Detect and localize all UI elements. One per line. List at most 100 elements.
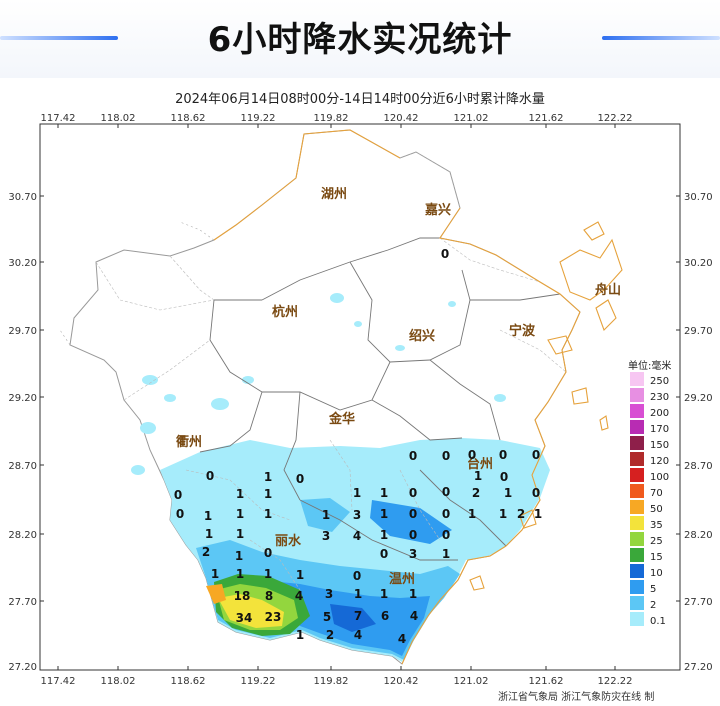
station-value: 23 [265,610,282,624]
legend-swatch [630,468,644,482]
legend-label: 15 [650,552,663,563]
station-value: 8 [265,589,273,603]
station-value: 3 [353,508,361,522]
x-tick-label: 119.82 [314,113,349,124]
y-tick-label: 30.20 [684,258,713,269]
station-value: 1 [236,487,244,501]
station-value: 1 [474,469,482,483]
station-value: 1 [499,507,507,521]
station-value: 0 [409,486,417,500]
city-label-taizhou: 台州 [467,456,493,472]
legend-swatch [630,612,644,626]
station-value: 18 [234,589,251,603]
city-label-shaoxing: 绍兴 [409,328,435,344]
city-label-hangzhou: 杭州 [272,304,298,320]
station-value: 1 [235,549,243,563]
station-value: 1 [264,507,272,521]
legend-label: 170 [650,424,669,435]
x-tick-label: 117.42 [41,113,76,124]
city-label-zhoushan: 舟山 [595,282,621,298]
y-tick-label: 27.20 [684,662,713,673]
y-tick-label: 29.20 [684,393,713,404]
rain-patches [131,293,506,475]
y-tick-label: 28.20 [684,530,713,541]
y-tick-label: 27.70 [8,597,37,608]
station-value: 1 [380,507,388,521]
x-tick-labels-bottom: 117.42 118.02 118.62 119.22 119.82 120.4… [41,676,633,687]
station-value: 0 [442,507,450,521]
station-value: 0 [442,449,450,463]
x-tick-label: 118.62 [171,113,206,124]
station-value: 0 [409,507,417,521]
station-value: 1 [204,509,212,523]
axis-ticks [40,124,680,670]
x-tick-label: 120.42 [384,676,419,687]
y-tick-label: 30.70 [8,192,37,203]
station-value: 1 [211,567,219,581]
legend-swatch [630,596,644,610]
legend-swatch [630,484,644,498]
y-tick-label: 30.70 [684,192,713,203]
rain-area-50mm [206,584,226,604]
legend-label: 10 [650,568,663,579]
station-value: 1 [353,486,361,500]
station-value: 0 [380,547,388,561]
x-tick-label: 117.42 [41,676,76,687]
station-value: 2 [472,486,480,500]
city-label-wenzhou: 温州 [389,572,415,587]
station-value: 5 [323,610,331,624]
station-value: 1 [380,528,388,542]
station-value: 7 [354,609,362,623]
station-value: 1 [504,486,512,500]
station-value: 2 [326,628,334,642]
x-tick-label: 121.02 [454,676,489,687]
station-value: 0 [409,449,417,463]
station-value: 1 [264,470,272,484]
city-label-jinhua: 金华 [328,411,355,427]
station-value: 1 [264,567,272,581]
legend-swatch [630,564,644,578]
station-value: 1 [236,507,244,521]
x-tick-label: 119.22 [241,676,276,687]
map-credits: 浙江省气象局 浙江气象防灾在线 制 [498,692,655,703]
x-tick-labels-top: 117.42 118.02 118.62 119.22 119.82 120.4… [41,113,633,124]
legend-swatch [630,452,644,466]
x-tick-label: 118.02 [101,113,136,124]
x-tick-label: 122.22 [598,113,633,124]
station-value: 1 [322,508,330,522]
y-tick-label: 30.20 [8,258,37,269]
legend-label: 50 [650,504,663,515]
legend-label: 250 [650,376,669,387]
station-value: 3 [322,529,330,543]
rain-area-blue-east [370,500,452,544]
station-value: 0 [264,546,272,560]
legend-label: 100 [650,472,669,483]
city-label-huzhou: 湖州 [321,187,347,202]
station-value: 6 [381,609,389,623]
station-value: 4 [353,529,361,543]
station-value: 3 [409,547,417,561]
station-value: 1 [409,587,417,601]
legend-unit-label: 单位:毫米 [628,361,672,372]
x-tick-label: 119.82 [314,676,349,687]
station-value: 34 [236,611,253,625]
x-tick-label: 118.62 [171,676,206,687]
station-value: 3 [325,587,333,601]
station-value: 0 [441,247,449,261]
station-value: 0 [532,448,540,462]
legend-swatch [630,532,644,546]
legend-label: 2 [650,600,656,611]
y-tick-label: 29.70 [8,326,37,337]
station-value: 1 [296,568,304,582]
station-value: 1 [534,507,542,521]
y-tick-label: 29.20 [8,393,37,404]
station-value: 1 [205,527,213,541]
y-tick-label: 28.70 [8,461,37,472]
station-value: 0 [409,528,417,542]
city-label-quzhou: 衢州 [176,434,202,450]
station-value: 1 [296,628,304,642]
rain-area-10mm [330,604,376,632]
y-tick-label: 27.20 [8,662,37,673]
legend-label: 230 [650,392,669,403]
